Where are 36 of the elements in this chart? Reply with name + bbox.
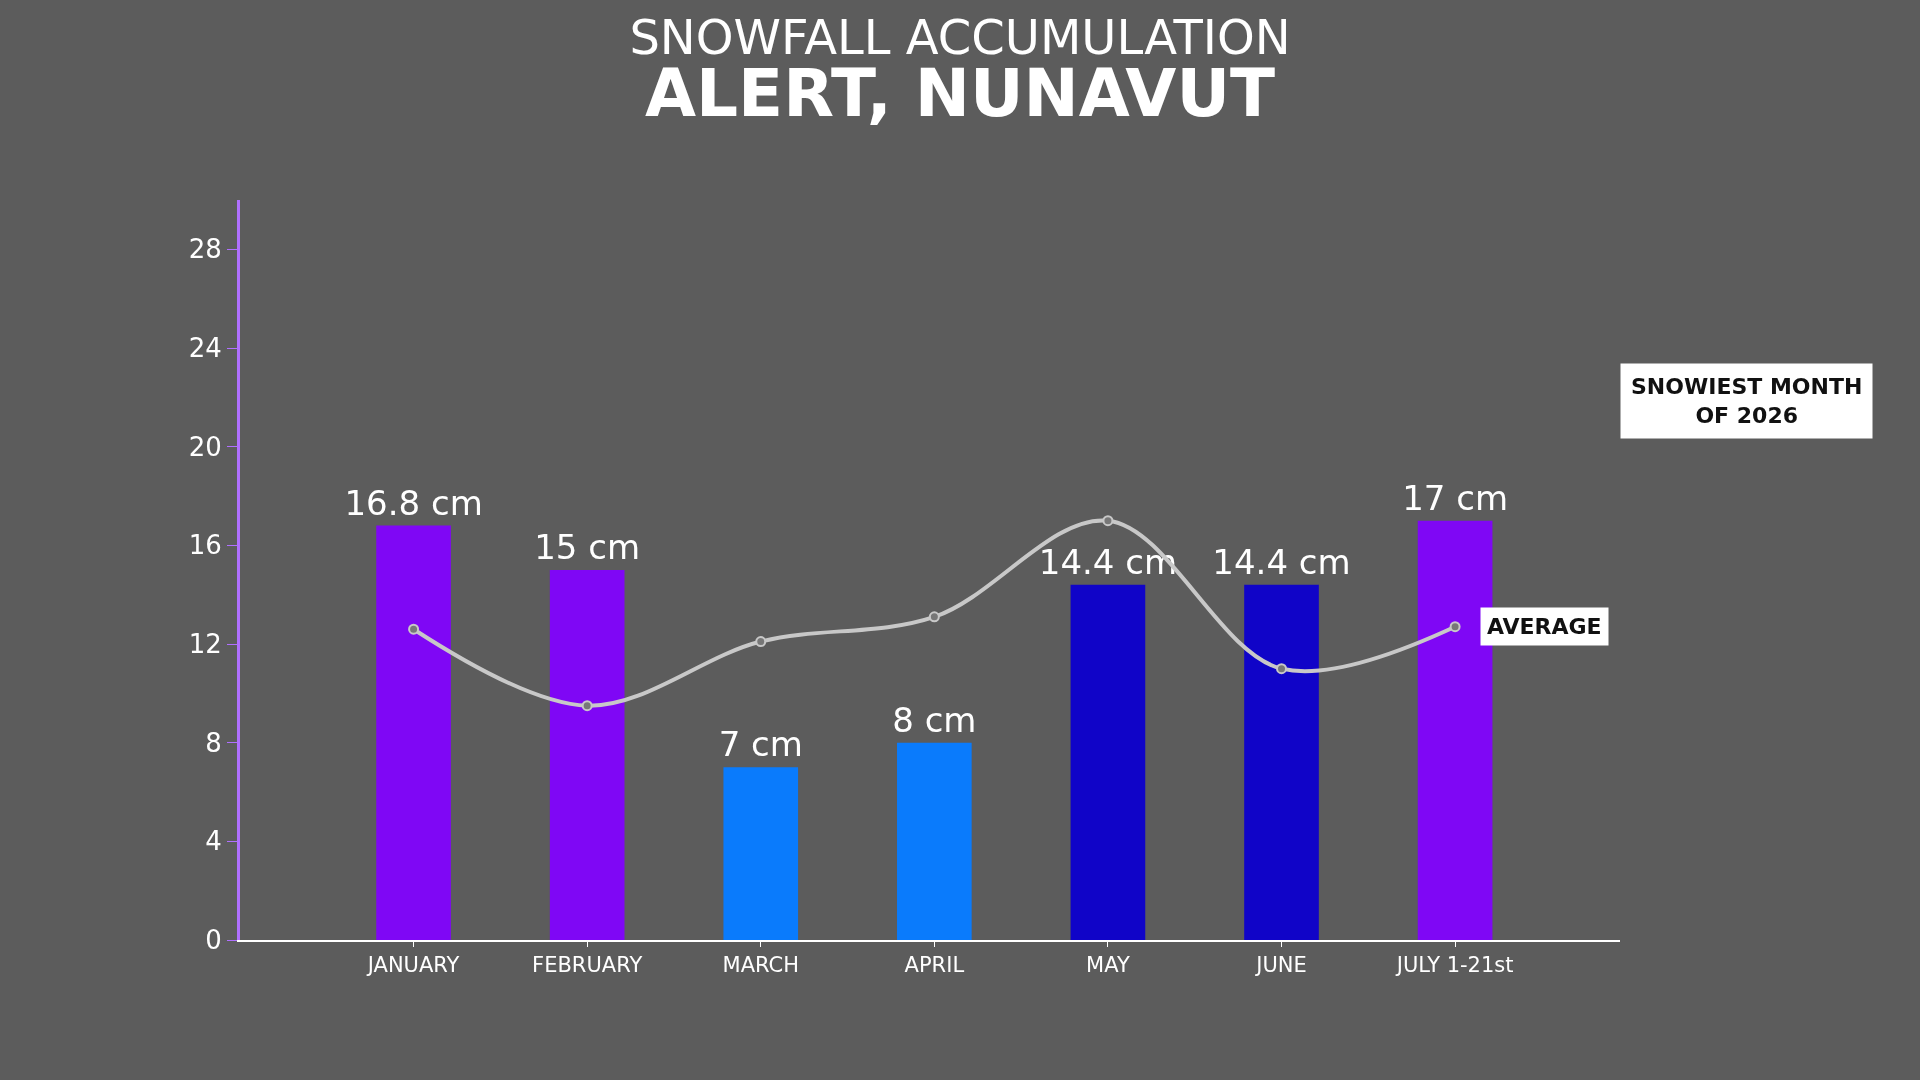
y-tick-label: 20 [188, 431, 222, 462]
x-tick-label: MAY [1086, 953, 1130, 978]
bar [376, 525, 451, 940]
bar [723, 767, 799, 940]
point [1102, 515, 1114, 527]
bar [1244, 584, 1319, 940]
data-label: 16.8 cm [344, 482, 483, 523]
point [1449, 621, 1461, 633]
y-tick-label: 8 [205, 727, 222, 758]
y-tick-label: 12 [188, 629, 222, 660]
data-label: 14.4 cm [1212, 541, 1351, 582]
x-tick-label: JULY 1-21st [1394, 953, 1514, 978]
point [408, 623, 420, 635]
y-tick-label: 24 [188, 333, 222, 364]
text: SNOWIEST MONTH OF 2026 [1631, 374, 1863, 428]
data-label: 17 cm [1402, 477, 1509, 518]
point [1276, 663, 1288, 675]
data-label: 7 cm [718, 724, 803, 765]
x-tick-label: JUNE [1254, 953, 1307, 978]
data-label: 15 cm [534, 527, 641, 567]
point [928, 611, 940, 623]
x-tick-label: JANUARY [365, 953, 460, 978]
y-tick-label: 28 [188, 234, 222, 265]
x-tick-label: MARCH [722, 953, 799, 978]
y-tick-label: 4 [205, 826, 222, 857]
y-tick-label: 16 [188, 530, 222, 561]
point [755, 636, 767, 648]
bar [1070, 584, 1146, 940]
series-label: AVERAGE [1487, 614, 1602, 639]
bar [549, 570, 625, 940]
point [581, 700, 593, 712]
bar [897, 742, 972, 940]
x-tick-label: FEBRUARY [532, 953, 643, 978]
y-tick-label: 0 [205, 925, 222, 956]
data-label: 8 cm [892, 699, 977, 740]
x-tick-label: APRIL [904, 953, 965, 978]
